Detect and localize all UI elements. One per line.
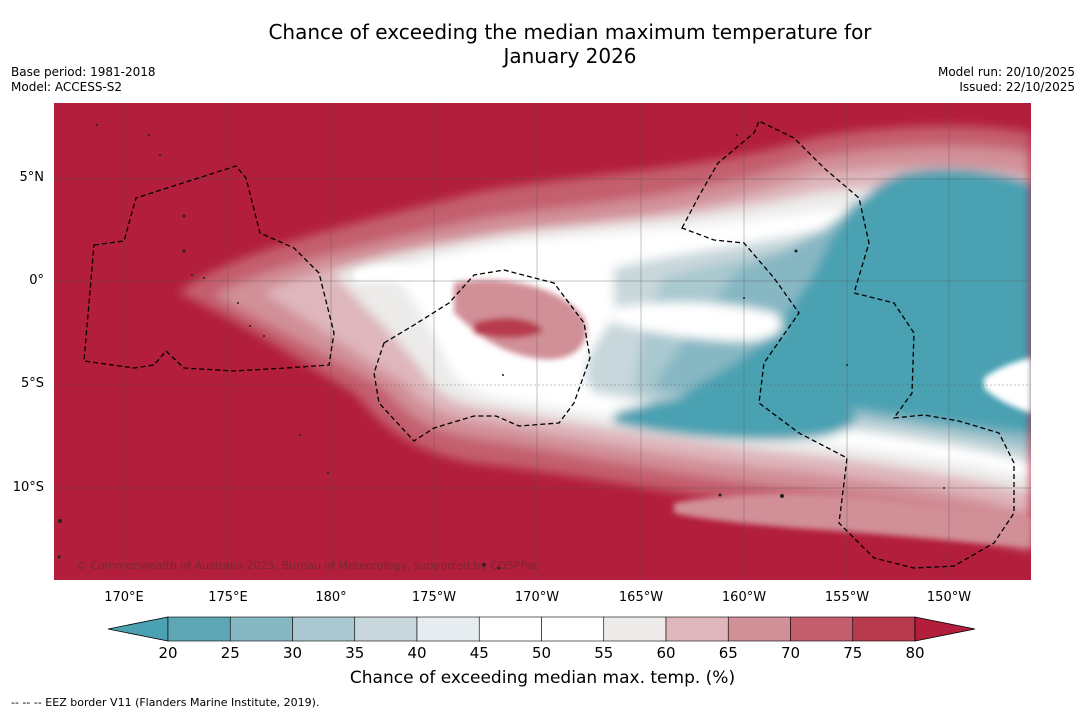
title-line-2: January 2026 (503, 44, 637, 68)
lon-label-160w: 160°W (721, 590, 767, 605)
colorbar-tick-label: 55 (594, 644, 614, 662)
colorbar-tick-label: 80 (905, 644, 925, 662)
colorbar-tick-label: 25 (220, 644, 240, 662)
colorbar-tick-label: 45 (469, 644, 489, 662)
eez-tokelau (373, 269, 591, 442)
colorbar-segment (292, 616, 356, 642)
colorbar-tick-label: 75 (843, 644, 863, 662)
eez-tuvalu (83, 165, 335, 372)
colorbar-segment (354, 616, 418, 642)
colorbar-segment (541, 616, 605, 642)
model-name: Model: ACCESS-S2 (11, 80, 123, 94)
colorbar-tick-label: 30 (282, 644, 303, 662)
colorbar-under-arrow (107, 616, 169, 642)
lat-label-5n: 5°N (19, 170, 45, 185)
lon-label-170e: 170°E (104, 590, 144, 605)
model-run: Model run: 20/10/2025 (937, 65, 1075, 79)
colorbar-segment (416, 616, 480, 642)
graticule (54, 103, 1031, 580)
colorbar (107, 616, 978, 646)
colorbar-segment (727, 616, 791, 642)
lon-label-180: 180° (315, 590, 347, 605)
contour-detail (354, 264, 1031, 548)
colorbar-segment (603, 616, 667, 642)
colorbar-segment (167, 616, 231, 642)
colorbar-segment (478, 616, 542, 642)
colorbar-tick-label: 60 (656, 644, 676, 662)
lon-label-150w: 150°W (926, 590, 972, 605)
probability-map (54, 103, 1031, 580)
colorbar-tick-label: 35 (345, 644, 365, 662)
colorbar-tick-label: 50 (531, 644, 552, 662)
colorbar-segment (229, 616, 293, 642)
lon-label-155w: 155°W (824, 590, 870, 605)
meta-left: Base period: 1981-2018 Model: ACCESS-S2 (11, 65, 156, 95)
colorbar-segment (665, 616, 729, 642)
contour-fill (179, 126, 1031, 554)
colorbar-tick-label: 40 (407, 644, 427, 662)
colorbar-graphic (107, 616, 976, 642)
meta-right: Model run: 20/10/2025 Issued: 22/10/2025 (938, 65, 1075, 95)
eez-borders (83, 120, 1015, 569)
copyright-notice: © Commonwealth of Australia 2025, Bureau… (76, 559, 540, 572)
base-period: Base period: 1981-2018 (11, 65, 156, 79)
colorbar-tick-label: 70 (780, 644, 801, 662)
lon-label-165w: 165°W (618, 590, 664, 605)
map-title: Chance of exceeding the median maximum t… (0, 20, 1085, 68)
colorbar-segment (790, 616, 854, 642)
lon-label-175e: 175°E (208, 590, 248, 605)
lat-label-0: 0° (29, 273, 44, 288)
eez-footnote: -- -- -- EEZ border V11 (Flanders Marine… (11, 696, 320, 709)
issued-date: Issued: 22/10/2025 (959, 80, 1075, 94)
title-line-1: Chance of exceeding the median maximum t… (268, 20, 872, 44)
lon-label-175w: 175°W (411, 590, 457, 605)
eez-kiribati-phoenix (681, 120, 1015, 569)
lat-label-10s: 10°S (12, 480, 44, 495)
colorbar-segment (852, 616, 916, 642)
colorbar-label: Chance of exceeding median max. temp. (%… (349, 668, 736, 688)
lon-label-170w: 170°W (514, 590, 560, 605)
colorbar-tick-label: 20 (158, 644, 178, 662)
map-canvas (54, 103, 1031, 580)
colorbar-tick-label: 65 (718, 644, 738, 662)
lat-label-5s: 5°S (20, 376, 44, 391)
islands (57, 124, 945, 570)
colorbar-over-arrow (914, 616, 976, 642)
